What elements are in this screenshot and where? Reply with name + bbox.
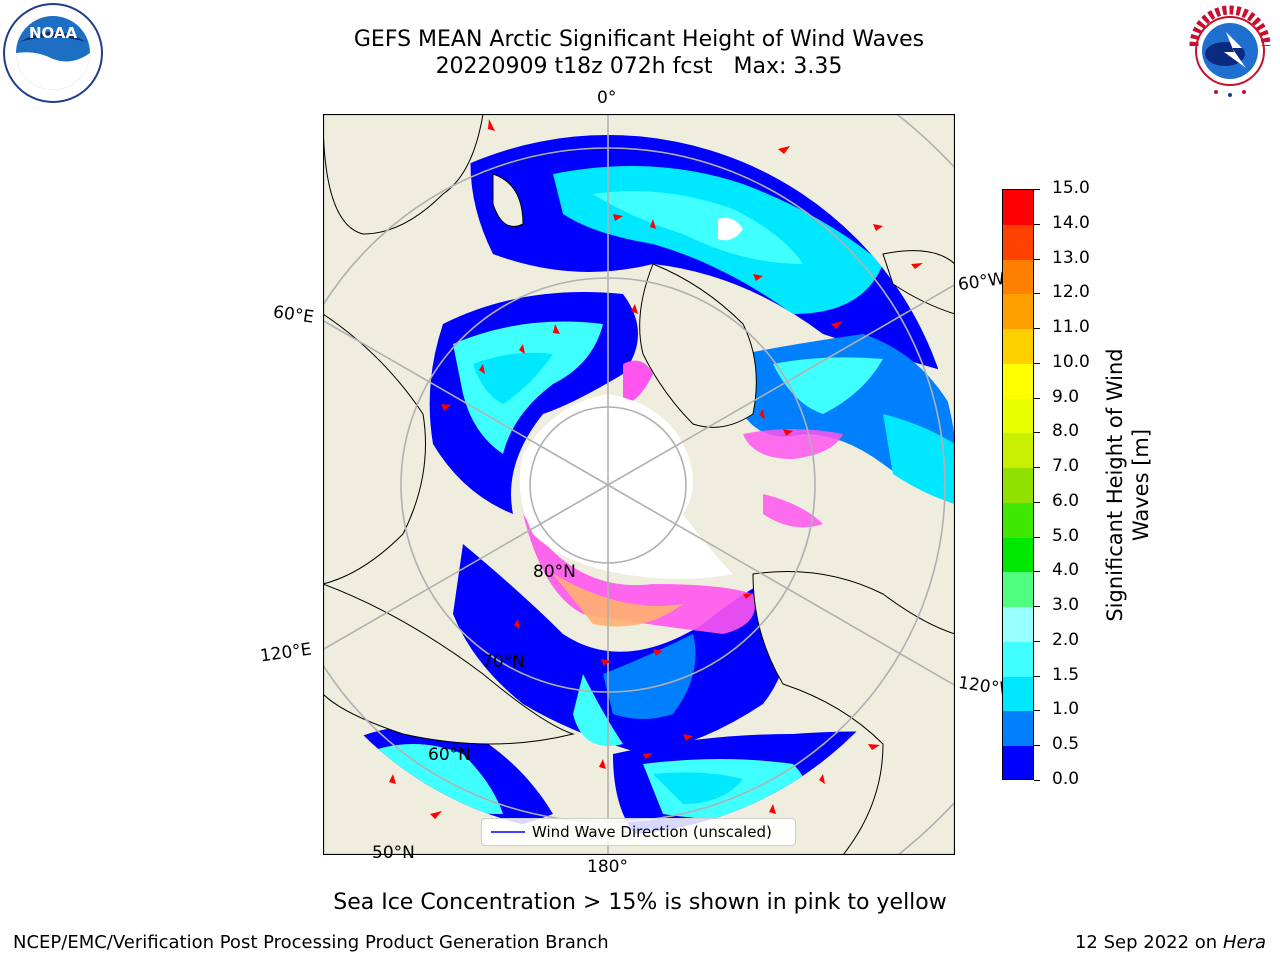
- footer-host: Hera: [1222, 932, 1266, 953]
- colorbar-tick-label: 15.0: [1052, 178, 1090, 198]
- polar-map: [323, 114, 955, 855]
- wave-field: [343, 135, 955, 835]
- footer-date: 12 Sep 2022 on Hera: [1074, 932, 1266, 953]
- colorbar-tick-mark: [1034, 432, 1040, 434]
- colorbar-label: Significant Height of Wind Waves [m]: [1103, 348, 1153, 622]
- colorbar-tick-mark: [1034, 606, 1040, 608]
- colorbar-tick-mark: [1034, 293, 1040, 295]
- legend-line-icon: [491, 831, 525, 833]
- colorbar-segment: [1003, 363, 1033, 400]
- colorbar-segment: [1003, 468, 1033, 504]
- colorbar-tick-mark: [1034, 501, 1040, 503]
- map-frame: [323, 114, 955, 855]
- labrador: [882, 250, 955, 315]
- colorbar-tick-mark: [1034, 745, 1040, 747]
- colorbar-segment: [1003, 607, 1033, 643]
- colorbar-tick-mark: [1034, 328, 1040, 330]
- colorbar-tick-mark: [1034, 258, 1040, 260]
- colorbar-tick-label: 1.5: [1052, 664, 1080, 685]
- colorbar-tick-label: 5.0: [1052, 525, 1080, 546]
- lat-label-70n: 70°N: [482, 652, 525, 672]
- colorbar-segment: [1003, 329, 1033, 365]
- lon-label-0: 0°: [597, 88, 617, 108]
- colorbar-tick-mark: [1034, 571, 1040, 573]
- chart-subtitle: 20220909 t18z 072h fcst Max: 3.35: [0, 53, 1278, 80]
- colorbar-segment: [1003, 433, 1033, 469]
- colorbar-tick-mark: [1034, 467, 1040, 469]
- colorbar-segment: [1003, 746, 1033, 779]
- colorbar-tick-label: 0.5: [1052, 734, 1080, 755]
- eurasia-west: [323, 313, 426, 585]
- lat-label-80n: 80°N: [533, 562, 576, 582]
- colorbar-tick-label: 4.0: [1052, 560, 1080, 581]
- colorbar-tick-mark: [1034, 675, 1040, 677]
- sea-ice-caption: Sea Ice Concentration > 15% is shown in …: [333, 890, 947, 915]
- colorbar-segment: [1003, 537, 1033, 573]
- colorbar-segment: [1003, 398, 1033, 434]
- colorbar-tick-label: 2.0: [1052, 629, 1080, 650]
- colorbar-tick-mark: [1034, 397, 1040, 399]
- lon-label-60e: 60°E: [271, 302, 316, 328]
- colorbar-segment: [1003, 224, 1033, 260]
- colorbar-tick-label: 11.0: [1052, 317, 1090, 338]
- lat-label-60n: 60°N: [428, 745, 471, 765]
- colorbar-tick-label: 13.0: [1052, 247, 1090, 268]
- colorbar-tick-label: 1.0: [1052, 699, 1080, 720]
- colorbar-segment: [1003, 190, 1033, 226]
- colorbar-tick-mark: [1034, 536, 1040, 538]
- lon-label-180: 180°: [587, 857, 628, 877]
- svg-text:NOAA: NOAA: [29, 24, 78, 42]
- colorbar-segment: [1003, 572, 1033, 608]
- central-ice: [519, 394, 733, 579]
- lat-label-50n: 50°N: [372, 843, 415, 863]
- lon-label-60w: 60°W: [956, 268, 1007, 296]
- run-info: 20220909 t18z 072h fcst: [435, 54, 713, 79]
- colorbar-segment: [1003, 641, 1033, 678]
- colorbar-tick-mark: [1034, 189, 1040, 190]
- chart-title: GEFS MEAN Arctic Significant Height of W…: [353, 27, 925, 52]
- colorbar-tick-label: 6.0: [1052, 490, 1080, 511]
- iceland: [492, 173, 524, 227]
- colorbar-tick-label: 12.0: [1052, 282, 1090, 303]
- colorbar-segment: [1003, 711, 1033, 747]
- colorbar-tick-label: 10.0: [1052, 351, 1090, 372]
- colorbar-segment: [1003, 502, 1033, 539]
- colorbar-tick-mark: [1034, 710, 1040, 712]
- colorbar-tick-label: 3.0: [1052, 595, 1080, 616]
- footer-credit: NCEP/EMC/Verification Post Processing Pr…: [13, 932, 609, 953]
- legend-label: Wind Wave Direction (unscaled): [532, 823, 772, 841]
- colorbar-segment: [1003, 676, 1033, 712]
- colorbar-tick-label: 14.0: [1052, 212, 1090, 233]
- colorbar-tick-mark: [1034, 640, 1040, 642]
- siberia: [323, 583, 575, 745]
- colorbar-segment: [1003, 294, 1033, 330]
- colorbar-tick-label: 9.0: [1052, 386, 1080, 407]
- north-america: [752, 571, 955, 855]
- colorbar-tick-label: 8.0: [1052, 421, 1080, 442]
- colorbar-tick-label: 0.0: [1052, 769, 1080, 789]
- colorbar-tick-label: 7.0: [1052, 456, 1080, 477]
- colorbar: [1002, 189, 1034, 780]
- wind-wave-arrows: [389, 119, 923, 819]
- greenland: [639, 263, 757, 428]
- colorbar-tick-mark: [1034, 780, 1040, 781]
- noaa-logo-icon: NOAA: [3, 3, 103, 103]
- map-legend: Wind Wave Direction (unscaled): [481, 818, 796, 846]
- colorbar-tick-mark: [1034, 362, 1040, 364]
- scandinavia: [323, 114, 484, 235]
- max-value: Max: 3.35: [733, 54, 843, 79]
- nws-logo-icon: [1183, 4, 1277, 98]
- colorbar-tick-mark: [1034, 223, 1040, 225]
- lon-label-120e: 120°E: [258, 639, 313, 667]
- colorbar-segment: [1003, 259, 1033, 295]
